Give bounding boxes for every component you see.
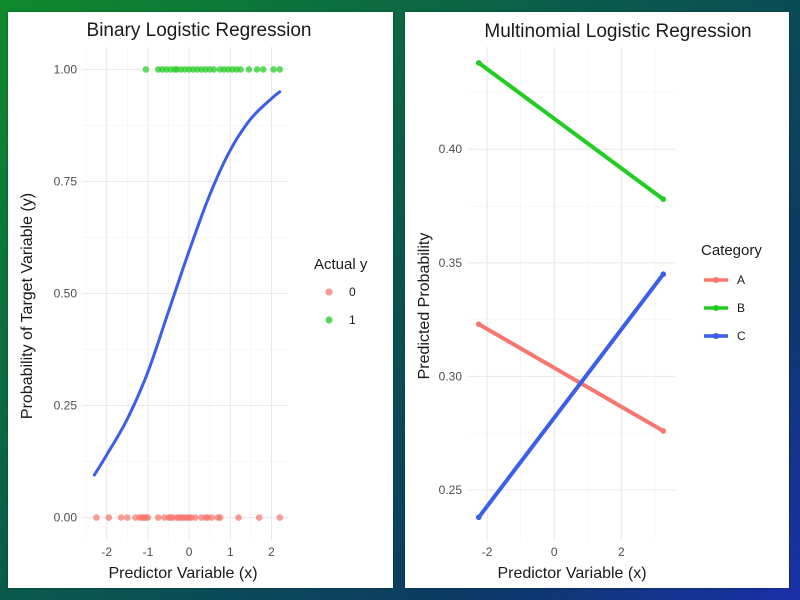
y-tick-label: 0.50: [54, 287, 78, 301]
series-line-A: [476, 322, 666, 433]
point-y1: [270, 66, 277, 73]
y-axis-title: Predicted Probability: [416, 233, 433, 380]
x-tick-label: 0: [186, 545, 193, 559]
tick-labels: -2 0 2 0.25 0.30 0.35 0.40: [439, 142, 625, 559]
legend-title: Category: [701, 242, 762, 259]
legend-key-dot-B: [713, 305, 719, 311]
series-line-C: [476, 272, 666, 520]
x-tick-label: 2: [618, 545, 625, 559]
point-y0: [124, 514, 131, 521]
x-tick-label: -2: [482, 545, 493, 559]
y-tick-label: 1.00: [54, 62, 78, 76]
y-tick-label: 0.25: [54, 399, 78, 413]
multinomial-logistic-chart: -2 0 2 0.25 0.30 0.35 0.40 Multinomial Logisti…: [416, 21, 762, 582]
point-y0: [255, 514, 263, 521]
legend-label-0: 0: [349, 285, 356, 299]
series-endpoint-B: [660, 196, 667, 203]
series-endpoint-A: [475, 321, 482, 327]
point-y1: [259, 66, 267, 73]
legend-key-dot-A: [713, 277, 719, 283]
point-y1: [237, 66, 244, 73]
series-endpoint-A: [660, 428, 667, 434]
y-axis-title: Probability of Target Variable (y): [19, 193, 36, 419]
x-tick-label: 2: [268, 545, 275, 559]
binary-chart-panel: -2 -1 0 1 2 0.00 0.25 0.50 0.75 1.00 Binary Logis…: [8, 12, 393, 588]
legend-title: Actual y: [314, 256, 368, 273]
grid: [82, 47, 288, 540]
y-tick-label: 0.00: [54, 511, 78, 525]
legend-key-1: [325, 316, 333, 324]
x-tick-label: -2: [101, 545, 112, 559]
point-y0: [105, 514, 113, 521]
series-endpoint-C: [660, 271, 667, 277]
point-y1: [245, 66, 253, 73]
grid: [467, 47, 675, 540]
legend-key-0: [325, 288, 333, 296]
x-axis-title: Predictor Variable (x): [108, 565, 257, 582]
point-y1: [142, 66, 150, 73]
logistic-fit-line: [92, 90, 282, 477]
point-y1: [253, 66, 261, 73]
binary-logistic-chart: -2 -1 0 1 2 0.00 0.25 0.50 0.75 1.00 Binary Logis…: [19, 20, 368, 582]
point-y1: [210, 66, 218, 73]
x-tick-label: 1: [227, 545, 234, 559]
point-y0: [208, 514, 216, 521]
point-y0: [144, 514, 152, 521]
legend: Category ABC: [701, 242, 762, 343]
series-lines: [475, 60, 667, 521]
y-tick-label: 0.30: [439, 369, 463, 383]
series-line-B: [476, 60, 666, 202]
point-y0: [235, 514, 242, 521]
multinomial-chart-panel: -2 0 2 0.25 0.30 0.35 0.40 Multinomial Logisti…: [405, 12, 789, 588]
chart-title: Binary Logistic Regression: [87, 20, 312, 41]
point-y0: [276, 514, 284, 521]
legend-key-dot-C: [713, 333, 719, 339]
legend-label-C: C: [737, 329, 746, 343]
legend-label-A: A: [737, 273, 745, 287]
point-y0: [192, 514, 199, 521]
point-y0: [154, 514, 162, 521]
point-y0: [216, 514, 224, 521]
point-y0: [117, 514, 125, 521]
legend: Actual y 0 1: [314, 256, 368, 327]
legend-label-B: B: [737, 301, 745, 315]
point-y0: [93, 514, 100, 521]
y-tick-label: 0.25: [439, 483, 463, 497]
point-y1: [276, 66, 284, 73]
y-tick-label: 0.75: [54, 174, 78, 188]
x-tick-label: -1: [143, 545, 154, 559]
data-points: [93, 66, 284, 521]
tick-labels: -2 -1 0 1 2 0.00 0.25 0.50 0.75 1.00: [54, 62, 276, 559]
chart-title: Multinomial Logistic Regression: [484, 21, 751, 42]
x-tick-label: 0: [551, 545, 558, 559]
fit-curve: [92, 90, 282, 477]
legend-label-1: 1: [349, 313, 356, 327]
series-endpoint-C: [475, 514, 482, 521]
x-axis-title: Predictor Variable (x): [497, 565, 646, 582]
y-tick-label: 0.35: [439, 256, 463, 270]
y-tick-label: 0.40: [439, 142, 463, 156]
series-endpoint-B: [475, 60, 482, 66]
